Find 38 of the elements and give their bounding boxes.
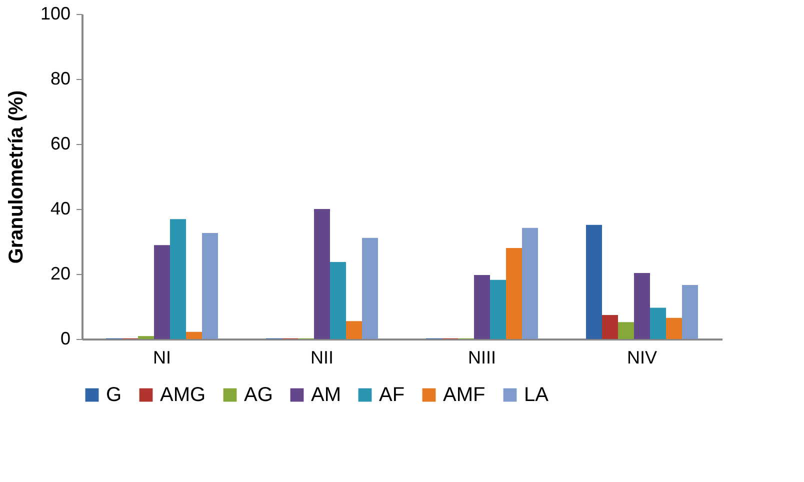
bar xyxy=(634,273,650,339)
y-tick-label: 20 xyxy=(50,264,70,284)
y-axis-title: Granulometría (%) xyxy=(5,90,28,264)
legend-label: AF xyxy=(379,384,405,406)
bar xyxy=(506,248,522,339)
bar xyxy=(362,238,378,339)
bar xyxy=(314,209,330,339)
bar xyxy=(650,308,666,339)
legend-label: AM xyxy=(311,384,341,406)
bar xyxy=(346,321,362,339)
bar xyxy=(666,318,682,339)
y-tick-label: 40 xyxy=(50,198,70,218)
y-tick-label: 100 xyxy=(40,4,70,24)
bar xyxy=(490,280,506,339)
legend-label: AMF xyxy=(443,384,486,406)
legend-label: AG xyxy=(244,384,273,406)
bar xyxy=(618,322,634,339)
bar xyxy=(586,224,602,339)
bar xyxy=(474,274,490,339)
bar xyxy=(154,245,170,339)
bar xyxy=(202,233,218,339)
bar xyxy=(186,332,202,339)
bar xyxy=(330,262,346,339)
legend-label: LA xyxy=(524,384,550,406)
legend-label: G xyxy=(106,384,122,406)
x-tick-label: NIV xyxy=(626,348,658,368)
y-tick-label: 60 xyxy=(50,134,70,154)
x-tick-label: NI xyxy=(153,348,171,368)
bar xyxy=(170,219,186,339)
bar xyxy=(602,314,618,339)
legend-label: AMG xyxy=(160,384,206,406)
x-tick-label: NII xyxy=(310,348,334,368)
x-tick-label: NIII xyxy=(468,348,496,368)
y-tick-label: 80 xyxy=(50,68,70,88)
bar xyxy=(682,285,698,339)
bar xyxy=(138,336,154,339)
bar xyxy=(522,228,538,339)
y-tick-label: 0 xyxy=(60,328,70,348)
